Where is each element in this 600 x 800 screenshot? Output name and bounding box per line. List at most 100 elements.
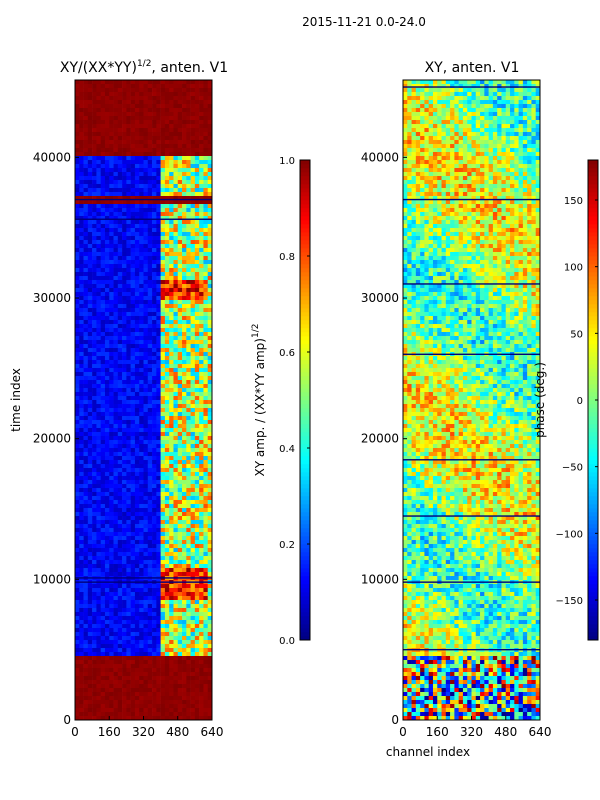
heatmap-cell	[117, 80, 123, 85]
heatmap-cell	[147, 456, 153, 461]
heatmap-cell	[164, 472, 170, 477]
heatmap-cell	[122, 392, 127, 397]
heatmap-cell	[134, 512, 140, 517]
heatmap-cell	[104, 496, 110, 501]
heatmap-cell	[203, 184, 209, 189]
heatmap-cell	[104, 296, 110, 301]
heatmap-cell	[96, 484, 101, 489]
heatmap-cell	[203, 488, 209, 493]
heatmap-cell	[194, 620, 200, 625]
heatmap-cell	[207, 288, 213, 293]
heatmap-cell	[160, 624, 166, 629]
heatmap-cell	[156, 620, 161, 625]
heatmap-cell	[207, 432, 213, 437]
heatmap-cell	[92, 516, 97, 521]
heatmap-cell	[109, 192, 114, 197]
heatmap-cell	[87, 388, 93, 393]
heatmap-cell	[117, 536, 123, 541]
heatmap-cell	[109, 584, 114, 589]
heatmap-cell	[79, 392, 84, 397]
heatmap-cell	[143, 172, 149, 177]
heatmap-cell	[96, 476, 101, 481]
heatmap-cell	[117, 248, 123, 253]
heatmap-cell	[169, 152, 174, 157]
heatmap-cell	[79, 680, 84, 685]
heatmap-cell	[177, 184, 183, 189]
heatmap-cell	[109, 540, 114, 545]
heatmap-cell	[100, 96, 106, 101]
heatmap-cell	[117, 416, 123, 421]
heatmap-cell	[177, 280, 183, 285]
heatmap-cell	[147, 532, 153, 537]
heatmap-cell	[186, 368, 191, 373]
heatmap-cell	[164, 584, 170, 589]
heatmap-cell	[147, 556, 153, 561]
heatmap-cell	[96, 176, 101, 181]
heatmap-cell	[139, 456, 144, 461]
heatmap-cell	[194, 468, 200, 473]
heatmap-cell	[126, 656, 131, 661]
heatmap-cell	[147, 680, 153, 685]
heatmap-cell	[156, 112, 161, 117]
heatmap-cell	[152, 348, 157, 353]
heatmap-cell	[92, 424, 97, 429]
heatmap-cell	[109, 400, 114, 405]
heatmap-cell	[83, 460, 89, 465]
heatmap-cell	[143, 380, 149, 385]
heatmap-cell	[126, 676, 131, 681]
heatmap-cell	[147, 196, 153, 201]
heatmap-cell	[152, 400, 157, 405]
heatmap-cell	[169, 264, 174, 269]
heatmap-cell	[160, 308, 166, 313]
heatmap-cell	[117, 300, 123, 305]
heatmap-cell	[194, 192, 200, 197]
heatmap-cell	[152, 292, 157, 297]
heatmap-cell	[83, 600, 89, 605]
heatmap-cell	[186, 336, 191, 341]
heatmap-cell	[160, 296, 166, 301]
heatmap-cell	[147, 280, 153, 285]
heatmap-cell	[152, 228, 157, 233]
heatmap-cell	[130, 420, 136, 425]
heatmap-cell	[87, 240, 93, 245]
heatmap-cell	[126, 584, 131, 589]
heatmap-cell	[104, 236, 110, 241]
heatmap-cell	[207, 424, 213, 429]
heatmap-cell	[199, 396, 204, 401]
heatmap-cell	[87, 648, 93, 653]
heatmap-cell	[207, 172, 213, 177]
heatmap-cell	[194, 428, 200, 433]
heatmap-cell	[122, 568, 127, 573]
heatmap-cell	[164, 192, 170, 197]
heatmap-cell	[143, 280, 149, 285]
heatmap-cell	[122, 136, 127, 141]
heatmap-cell	[122, 408, 127, 413]
heatmap-cell	[126, 204, 131, 209]
heatmap-cell	[203, 280, 209, 285]
heatmap-cell	[75, 704, 80, 709]
heatmap-cell	[83, 404, 89, 409]
heatmap-cell	[109, 508, 114, 513]
heatmap-cell	[186, 544, 191, 549]
heatmap-cell	[194, 384, 200, 389]
heatmap-cell	[130, 640, 136, 645]
heatmap-cell	[139, 688, 144, 693]
heatmap-cell	[169, 700, 174, 705]
heatmap-cell	[100, 520, 106, 525]
heatmap-cell	[182, 332, 187, 337]
heatmap-cell	[96, 352, 101, 357]
heatmap-cell	[117, 120, 123, 125]
heatmap-cell	[113, 204, 119, 209]
heatmap-cell	[113, 656, 119, 661]
heatmap-cell	[139, 260, 144, 265]
heatmap-cell	[190, 220, 196, 225]
heatmap-cell	[100, 144, 106, 149]
heatmap-cell	[203, 696, 209, 701]
heatmap-cell	[134, 232, 140, 237]
heatmap-cell	[104, 204, 110, 209]
heatmap-cell	[173, 608, 179, 613]
heatmap-cell	[109, 300, 114, 305]
heatmap-cell	[92, 352, 97, 357]
heatmap-cell	[186, 464, 191, 469]
heatmap-cell	[143, 624, 149, 629]
